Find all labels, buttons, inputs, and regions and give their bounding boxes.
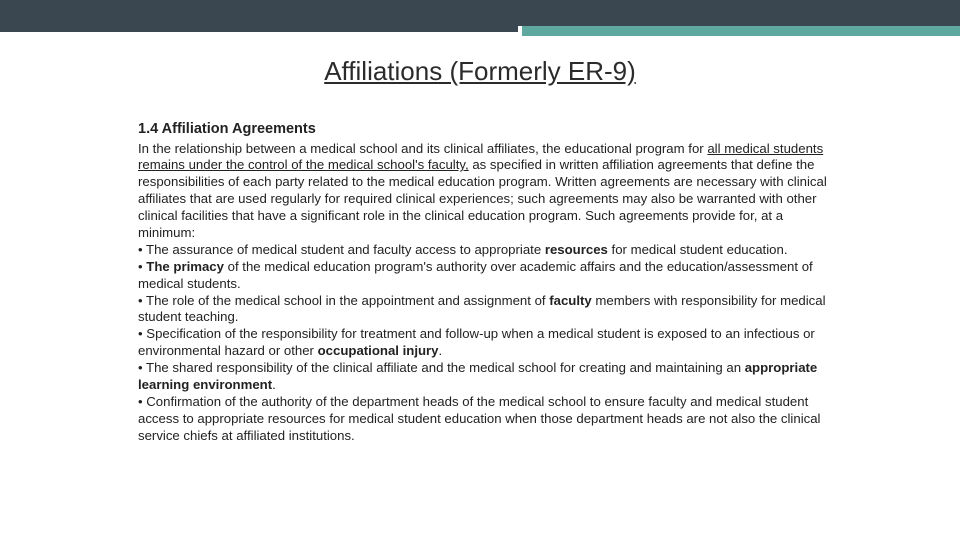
header-accent-dark-segment bbox=[0, 26, 518, 32]
body-content: 1.4 Affiliation Agreements In the relati… bbox=[138, 120, 838, 445]
bullet-3: • The role of the medical school in the … bbox=[138, 293, 838, 327]
bullet-4-b: . bbox=[439, 343, 443, 358]
header-bar-dark bbox=[0, 0, 960, 28]
bullet-1-bold: resources bbox=[545, 242, 608, 257]
intro-paragraph: In the relationship between a medical sc… bbox=[138, 141, 838, 242]
header-accent-teal-segment bbox=[518, 26, 960, 36]
slide-title: Affiliations (Formerly ER-9) bbox=[0, 56, 960, 87]
header-bar bbox=[0, 0, 960, 28]
bullet-4-a: • Specification of the responsibility fo… bbox=[138, 326, 815, 358]
bullet-4-bold: occupational injury bbox=[318, 343, 439, 358]
bullet-1-b: for medical student education. bbox=[608, 242, 788, 257]
bullet-2-b: of the medical education program's autho… bbox=[138, 259, 813, 291]
bullet-2: • The primacy of the medical education p… bbox=[138, 259, 838, 293]
bullet-5: • The shared responsibility of the clini… bbox=[138, 360, 838, 394]
bullet-1-a: • The assurance of medical student and f… bbox=[138, 242, 545, 257]
header-bar-accent bbox=[0, 26, 960, 36]
bullet-1: • The assurance of medical student and f… bbox=[138, 242, 838, 259]
section-heading: 1.4 Affiliation Agreements bbox=[138, 120, 838, 139]
bullet-4: • Specification of the responsibility fo… bbox=[138, 326, 838, 360]
bullet-3-a: • The role of the medical school in the … bbox=[138, 293, 549, 308]
bullet-3-bold: faculty bbox=[549, 293, 592, 308]
bullet-2-bold: The primacy bbox=[146, 259, 224, 274]
intro-text-before: In the relationship between a medical sc… bbox=[138, 141, 707, 156]
bullet-5-a: • The shared responsibility of the clini… bbox=[138, 360, 745, 375]
bullet-6: • Confirmation of the authority of the d… bbox=[138, 394, 838, 445]
bullet-5-b: . bbox=[272, 377, 276, 392]
